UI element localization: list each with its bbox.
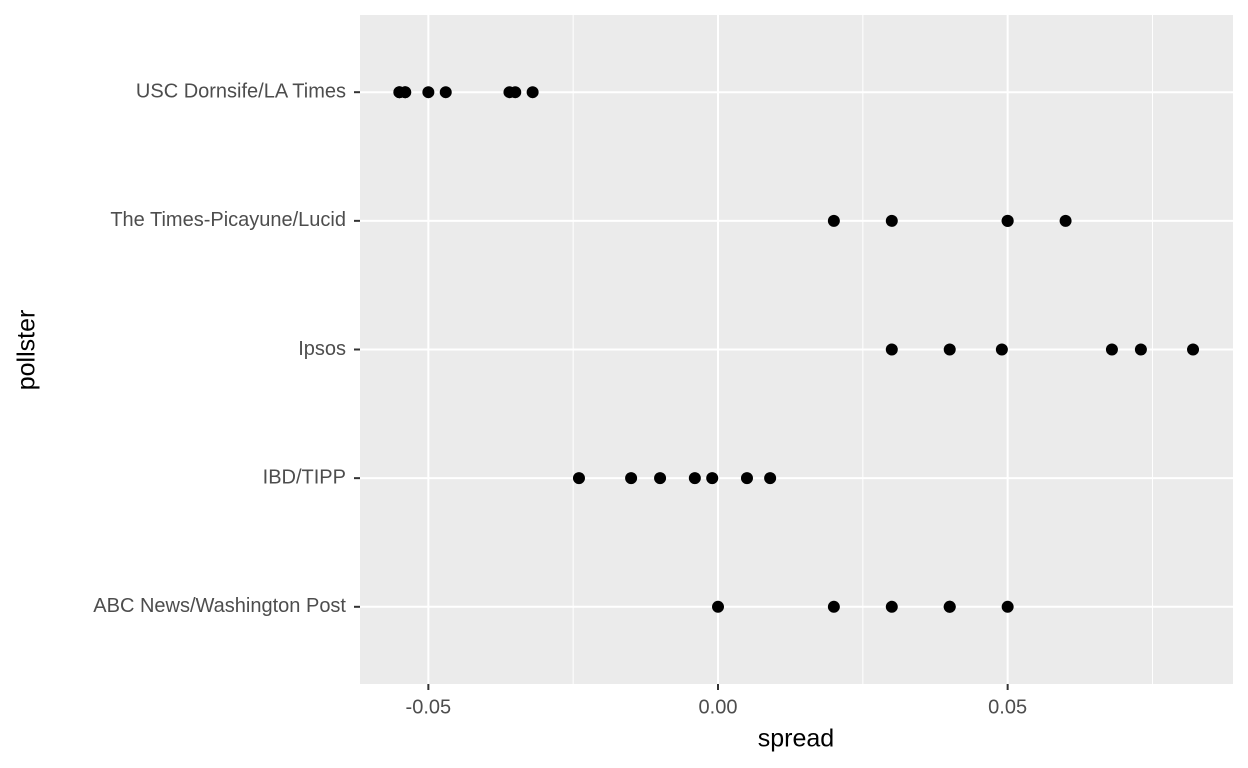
point [885, 214, 898, 227]
y-tick-label: IBD/TIPP [263, 466, 346, 488]
point [526, 86, 539, 99]
point [943, 343, 956, 356]
y-tick-label: Ipsos [298, 338, 346, 360]
y-tick-label: ABC News/Washington Post [93, 595, 346, 617]
point [827, 600, 840, 613]
point [712, 600, 725, 613]
point [625, 472, 638, 485]
point [1059, 214, 1072, 227]
point [1105, 343, 1118, 356]
point [995, 343, 1008, 356]
point [439, 86, 452, 99]
point [885, 600, 898, 613]
x-axis-title: spread [758, 725, 834, 753]
point [764, 472, 777, 485]
point [885, 343, 898, 356]
x-tick-label: -0.05 [406, 696, 452, 718]
point [1001, 600, 1014, 613]
point [1001, 214, 1014, 227]
y-axis-title: pollster [13, 310, 41, 391]
point [740, 472, 753, 485]
point [1134, 343, 1147, 356]
point [399, 86, 412, 99]
point [827, 214, 840, 227]
point [1187, 343, 1200, 356]
point [706, 472, 719, 485]
x-tick-label: 0.00 [699, 696, 738, 718]
y-tick-label: USC Dornsife/LA Times [136, 80, 346, 102]
point [943, 600, 956, 613]
point [654, 472, 667, 485]
point [688, 472, 701, 485]
y-tick-label: The Times-Picayune/Lucid [110, 209, 346, 231]
point [422, 86, 435, 99]
point [572, 472, 585, 485]
point [509, 86, 522, 99]
x-tick-label: 0.05 [988, 696, 1027, 718]
marks [393, 86, 1200, 613]
